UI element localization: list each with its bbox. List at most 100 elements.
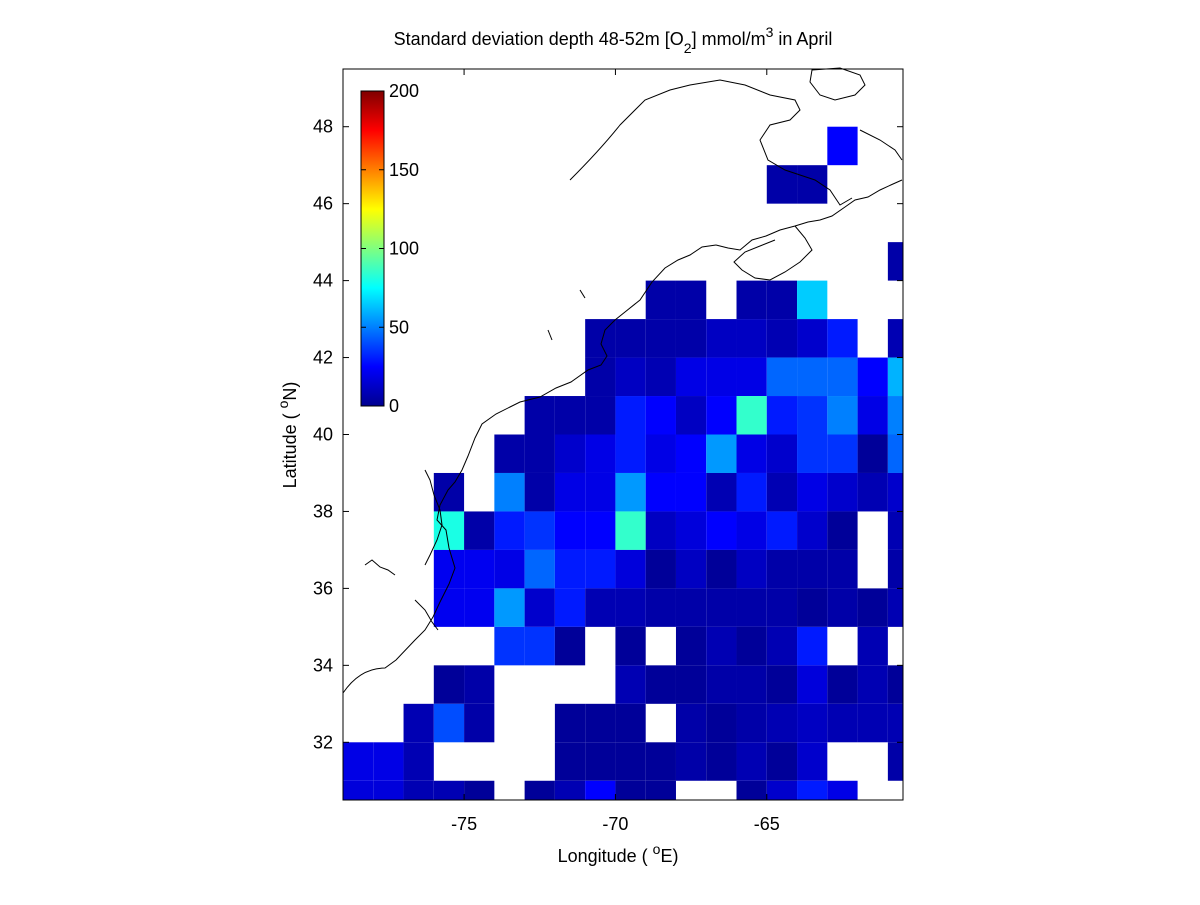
colorbar-tick-label: 100 xyxy=(389,239,419,259)
heatmap-cell xyxy=(494,511,525,550)
heatmap-cell xyxy=(736,626,767,666)
heatmap-cell xyxy=(766,357,798,397)
heatmap-cell xyxy=(766,588,798,627)
heatmap-cell xyxy=(615,549,646,589)
heatmap-cell xyxy=(554,549,586,589)
heatmap-cell xyxy=(706,472,737,512)
heatmap-cell xyxy=(615,357,646,397)
heatmap-cell xyxy=(797,549,828,589)
heatmap-cell xyxy=(857,703,888,743)
heatmap-cell xyxy=(887,396,903,435)
heatmap-cell xyxy=(675,511,707,550)
heatmap-cell xyxy=(736,665,767,704)
heatmap-cell xyxy=(706,511,737,550)
heatmap-cell xyxy=(736,396,767,435)
x-tick-label: -70 xyxy=(602,814,628,834)
heatmap-cell xyxy=(797,665,828,704)
heatmap-cell xyxy=(675,742,707,781)
heatmap-cell xyxy=(766,319,798,358)
heatmap-cell xyxy=(766,665,798,704)
heatmap-cell xyxy=(615,626,646,666)
heatmap-cell xyxy=(464,780,495,800)
heatmap-cell xyxy=(766,626,798,666)
heatmap-cell xyxy=(887,472,903,512)
heatmap-cell xyxy=(494,588,525,627)
heatmap-cell xyxy=(706,742,737,781)
heatmap-cell xyxy=(797,703,828,743)
heatmap-cell xyxy=(615,319,646,358)
heatmap-cell xyxy=(706,357,737,397)
heatmap-cell xyxy=(615,588,646,627)
heatmap-cell xyxy=(797,626,828,666)
heatmap-cell xyxy=(494,472,525,512)
y-tick-label: 46 xyxy=(313,194,333,214)
heatmap-cell xyxy=(887,549,903,589)
y-tick-label: 44 xyxy=(313,271,333,291)
heatmap-cell xyxy=(766,280,798,320)
heatmap-cell xyxy=(887,588,903,627)
heatmap-cell xyxy=(827,319,858,358)
heatmap-cell xyxy=(433,780,465,800)
heatmap-cell xyxy=(887,242,903,281)
heatmap-cell xyxy=(524,434,555,473)
heatmap-cell xyxy=(554,511,586,550)
heatmap-cell xyxy=(857,472,888,512)
heatmap-cell xyxy=(403,780,434,800)
heatmap-cell xyxy=(554,780,586,800)
heatmap-cell xyxy=(827,511,858,550)
heatmap-cell xyxy=(797,357,828,397)
heatmap-cell xyxy=(857,665,888,704)
y-tick-label: 40 xyxy=(313,425,333,445)
colorbar-tick-label: 200 xyxy=(389,81,419,101)
heatmap-cell xyxy=(706,549,737,589)
heatmap-cell xyxy=(585,511,616,550)
heatmap-cell xyxy=(706,588,737,627)
heatmap-cell xyxy=(464,549,495,589)
heatmap-cell xyxy=(797,396,828,435)
heatmap-cell xyxy=(645,588,676,627)
heatmap-cell xyxy=(827,357,858,397)
colorbar-tick-label: 0 xyxy=(389,396,399,416)
heatmap-cell xyxy=(524,626,555,666)
heatmap-cell xyxy=(464,511,495,550)
heatmap-cell xyxy=(433,549,465,589)
heatmap-cell xyxy=(494,434,525,473)
heatmap-cell xyxy=(766,703,798,743)
heatmap-cell xyxy=(615,396,646,435)
heatmap-cell xyxy=(827,665,858,704)
heatmap-cell xyxy=(675,549,707,589)
colorbar-tick-label: 50 xyxy=(389,317,409,337)
heatmap-cell xyxy=(373,780,404,800)
heatmap-cell xyxy=(827,434,858,473)
heatmap-cell xyxy=(645,549,676,589)
heatmap-cell xyxy=(706,665,737,704)
heatmap-cell xyxy=(675,280,707,320)
heatmap-cell xyxy=(736,472,767,512)
heatmap-cell xyxy=(797,434,828,473)
heatmap-cell xyxy=(766,780,798,800)
y-axis-label: Latitude ( oN) xyxy=(275,382,300,489)
y-tick-label: 48 xyxy=(313,117,333,137)
heatmap-cell xyxy=(615,511,646,550)
heatmap-cell xyxy=(887,319,903,358)
coastline xyxy=(342,67,903,694)
heatmap-cell xyxy=(887,357,903,397)
heatmap-cell xyxy=(736,319,767,358)
heatmap-cell xyxy=(736,357,767,397)
heatmap-cell xyxy=(736,588,767,627)
y-tick-label: 38 xyxy=(313,501,333,521)
x-axis-ticks: -75 -70 -65 xyxy=(451,69,780,834)
heatmap-cell xyxy=(797,472,828,512)
heatmap-cell xyxy=(554,472,586,512)
heatmap-cell xyxy=(403,703,434,743)
heatmap-cell xyxy=(766,511,798,550)
heatmap-cell xyxy=(766,165,798,204)
heatmap-cell xyxy=(766,472,798,512)
heatmap-cell xyxy=(706,319,737,358)
heatmap-cell xyxy=(797,511,828,550)
heatmap-cell xyxy=(554,626,586,666)
heatmap-cell xyxy=(766,396,798,435)
heatmap-cell xyxy=(433,511,465,550)
heatmap-cell xyxy=(887,742,903,781)
